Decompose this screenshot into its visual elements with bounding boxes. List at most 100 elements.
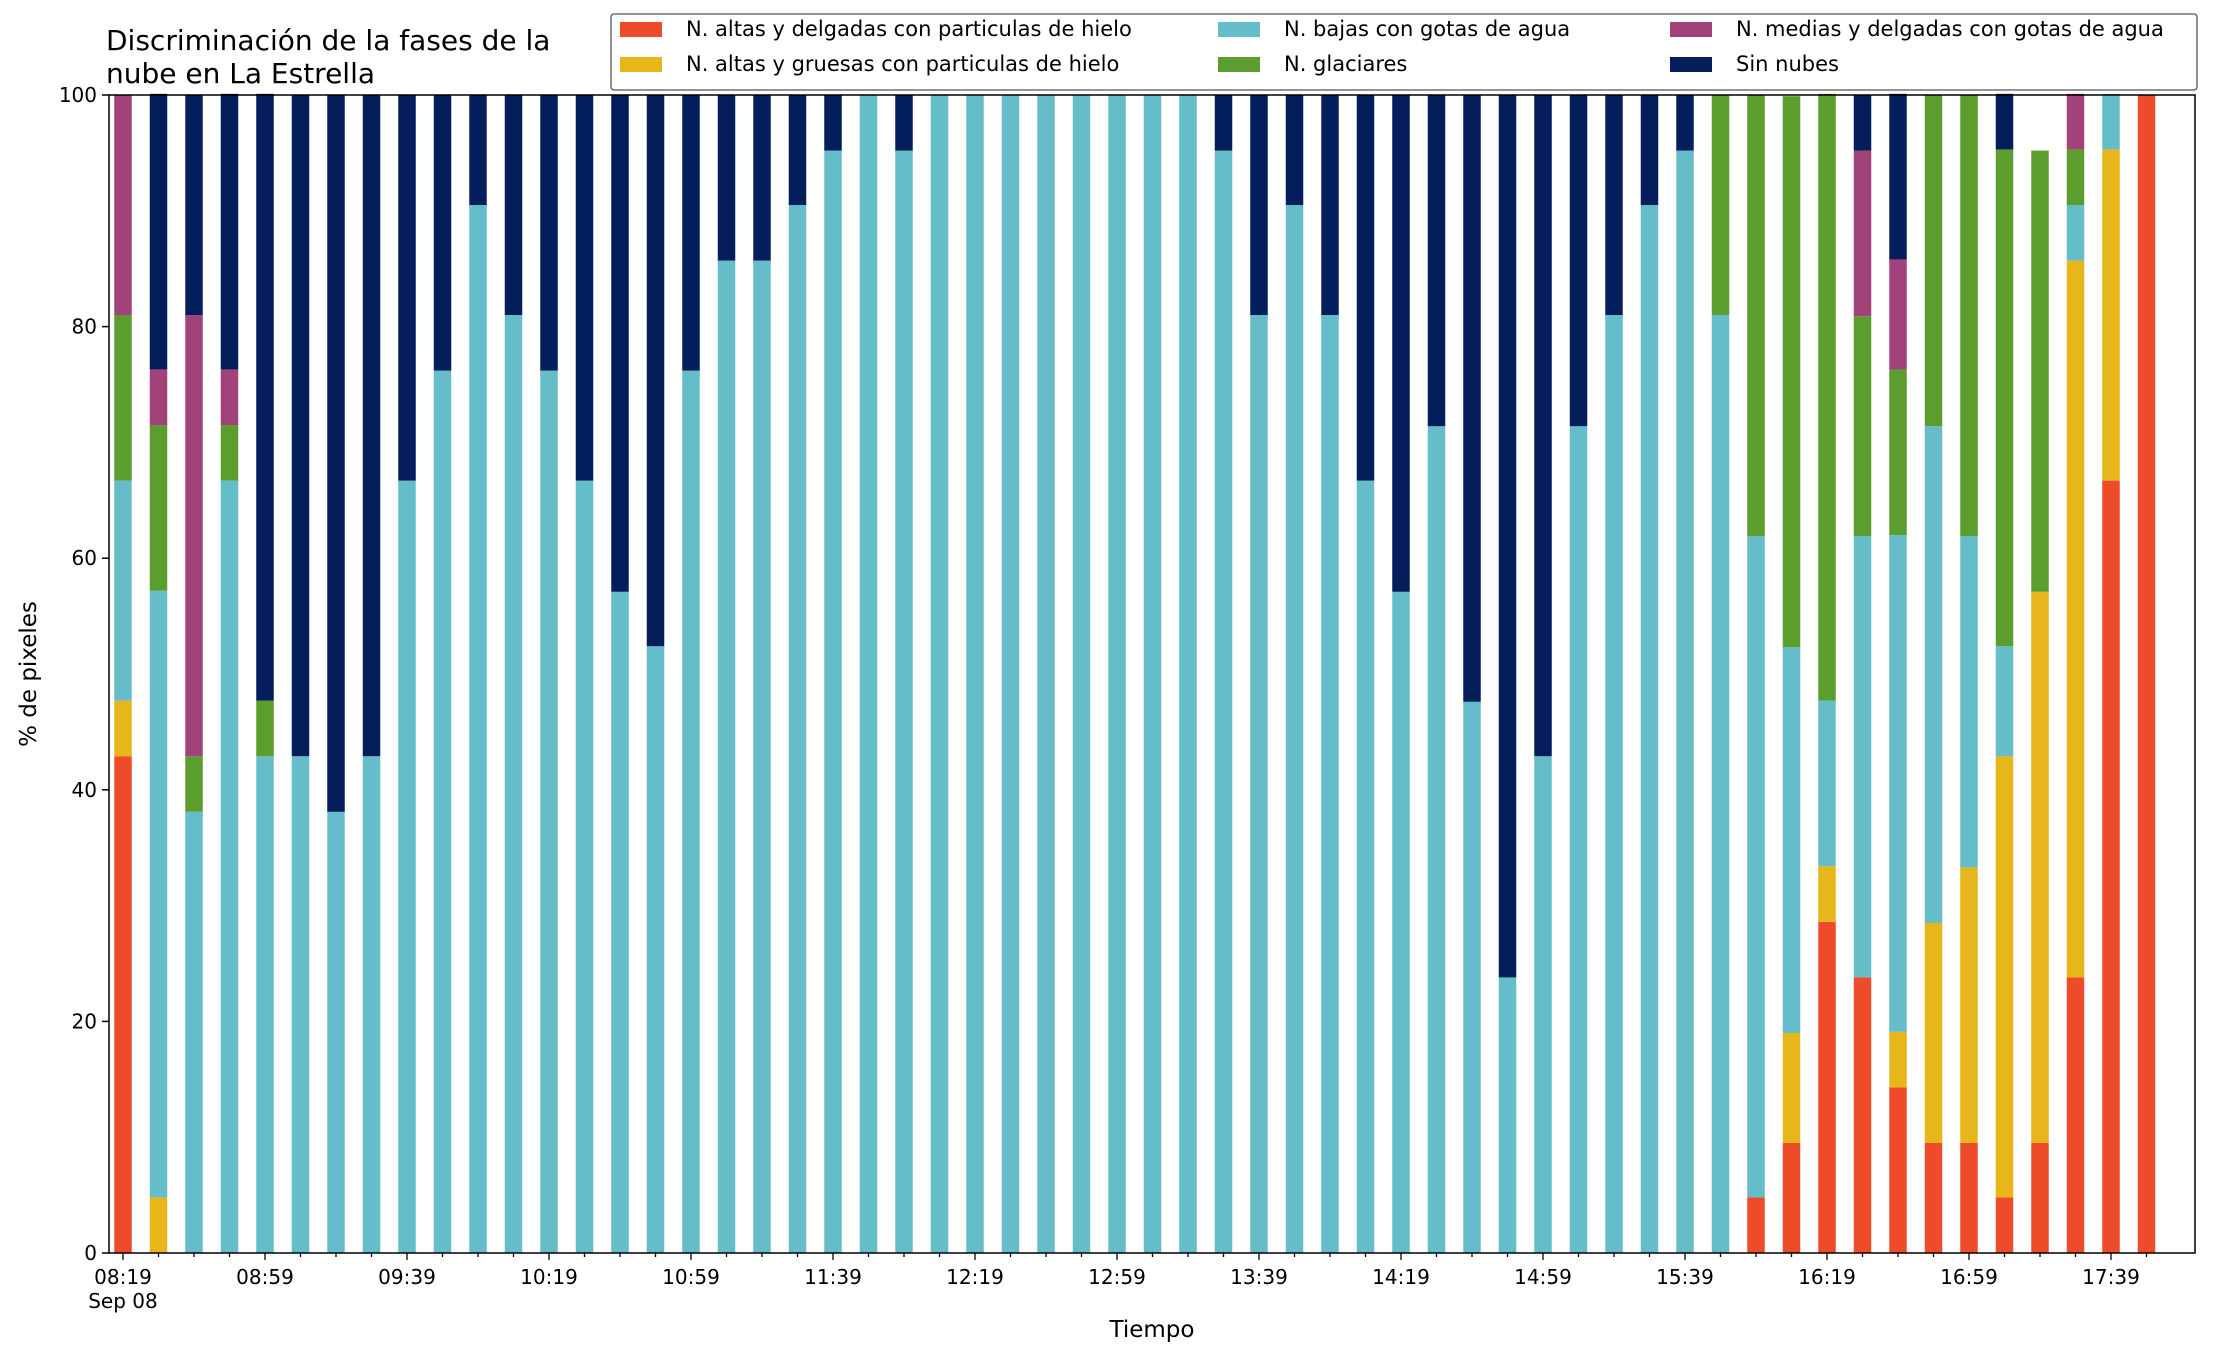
- x-tick-label: 14:59: [1514, 1265, 1572, 1289]
- legend-swatch: [1218, 57, 1260, 72]
- bar-segment-1229-s2: [1001, 95, 1020, 1253]
- bar-segment-0919-s2: [327, 811, 345, 1253]
- bar-segment-1659-s3: [1960, 95, 1978, 537]
- bar-segment-1509-s2: [1569, 426, 1588, 1253]
- bar-segment-1719-s0: [2031, 1142, 2049, 1253]
- x-tick-label: 11:39: [804, 1265, 862, 1289]
- bar-segment-1459-s5: [1534, 95, 1552, 757]
- bar-segment-1449-s2: [1498, 977, 1517, 1253]
- bar-segment-1009-s2: [504, 315, 523, 1253]
- bar-segment-1639-s5: [1889, 93, 1907, 260]
- legend-swatch: [620, 22, 662, 37]
- bar-segment-0939-s5: [398, 95, 416, 481]
- bar-segment-1109-s2: [717, 260, 736, 1254]
- legend-label: N. bajas con gotas de agua: [1284, 17, 1570, 41]
- bar-segment-1639-s0: [1889, 1087, 1907, 1253]
- bar-segment-0939-s2: [398, 480, 416, 1253]
- bar-segment-0829-s2: [149, 590, 168, 1198]
- x-tick-label: 16:59: [1940, 1265, 1998, 1289]
- bar-segment-0849-s5: [220, 93, 239, 370]
- bar-segment-1609-s1: [1782, 1032, 1801, 1143]
- legend-label: N. altas y gruesas con particulas de hie…: [686, 52, 1119, 76]
- bar-segment-1729-s4: [2066, 93, 2085, 150]
- y-tick-label: 0: [84, 1241, 97, 1265]
- bar-segment-0959-s2: [469, 205, 487, 1253]
- bar-segment-0819-s1: [114, 700, 132, 757]
- bar-segment-0909-s5: [291, 95, 310, 757]
- x-tick-label: 08:19: [94, 1265, 152, 1289]
- bar-segment-1109-s5: [717, 95, 736, 261]
- legend-swatch: [1670, 57, 1712, 72]
- bar-segment-1739-s2: [2102, 93, 2120, 150]
- bar-segment-1709-s1: [1995, 756, 2014, 1198]
- bar-segment-1709-s2: [1995, 646, 2014, 757]
- bar-segment-1509-s5: [1569, 95, 1588, 427]
- bar-segment-1609-s2: [1782, 647, 1801, 1033]
- x-tick-label: 16:19: [1798, 1265, 1856, 1289]
- bar-segment-1619-s1: [1818, 866, 1836, 922]
- bar-segment-1009-s5: [504, 95, 523, 316]
- x-tick-label: 09:39: [378, 1265, 436, 1289]
- y-axis-label: % de pixeles: [16, 601, 42, 747]
- bar-segment-1029-s5: [575, 95, 594, 481]
- bar-segment-1549-s2: [1711, 315, 1730, 1253]
- bar-segment-0829-s3: [149, 425, 168, 591]
- bar-segment-1639-s4: [1889, 259, 1907, 370]
- x-tick-label: 12:59: [1088, 1265, 1146, 1289]
- bar-segment-1239-s2: [1037, 95, 1055, 1253]
- legend-box: [610, 13, 2198, 91]
- bar-segment-1139-s2: [824, 150, 842, 1254]
- bar-segment-1059-s5: [682, 95, 700, 371]
- bar-segment-1419-s2: [1392, 591, 1410, 1253]
- bar-segment-1559-s0: [1747, 1197, 1765, 1253]
- bar-segment-1729-s2: [2066, 205, 2085, 261]
- bar-segment-1749-s0: [2137, 95, 2156, 1253]
- bar-segment-1609-s3: [1782, 96, 1801, 648]
- bar-segment-1129-s2: [788, 205, 807, 1253]
- x-tick-sublabel: Sep 08: [88, 1289, 158, 1313]
- bar-segment-1559-s2: [1747, 536, 1765, 1198]
- bar-segment-1029-s2: [575, 480, 594, 1253]
- bar-segment-1349-s2: [1285, 205, 1304, 1253]
- bar-segment-1719-s3: [2031, 150, 2049, 592]
- x-tick-label: 13:39: [1230, 1265, 1288, 1289]
- bar-segment-1729-s1: [2066, 260, 2085, 978]
- legend-label: N. medias y delgadas con gotas de agua: [1736, 17, 2164, 41]
- bar-segment-0909-s2: [291, 756, 310, 1253]
- bar-segment-1729-s3: [2066, 149, 2085, 206]
- bar-segment-0949-s5: [433, 95, 452, 371]
- y-tick-label: 80: [72, 315, 97, 339]
- bar-segment-1649-s2: [1924, 426, 1943, 923]
- bar-segment-1639-s2: [1889, 535, 1907, 1032]
- bar-segment-1019-s2: [540, 370, 558, 1254]
- bar-segment-1339-s5: [1250, 95, 1268, 316]
- bar-segment-1049-s2: [646, 646, 665, 1253]
- bar-segment-1559-s3: [1747, 95, 1765, 537]
- bar-segment-1439-s2: [1463, 701, 1481, 1253]
- bar-segment-1129-s5: [788, 95, 807, 206]
- bar-segment-1039-s5: [611, 95, 629, 592]
- bar-segment-1159-s2: [895, 150, 913, 1254]
- legend-swatch: [1670, 22, 1712, 37]
- x-tick-label: 08:59: [236, 1265, 294, 1289]
- bar-segment-1659-s2: [1960, 536, 1978, 868]
- x-tick-label: 10:19: [520, 1265, 578, 1289]
- bar-segment-1549-s3: [1711, 95, 1730, 316]
- legend-label: Sin nubes: [1736, 52, 1839, 76]
- bar-segment-0819-s0: [114, 756, 132, 1253]
- bar-segment-0839-s5: [185, 95, 203, 316]
- bar-segment-1449-s5: [1498, 95, 1517, 978]
- bar-segment-1249-s2: [1072, 95, 1091, 1253]
- bar-segment-1049-s5: [646, 95, 665, 647]
- bar-segment-1529-s5: [1640, 95, 1659, 206]
- bar-segment-1739-s1: [2102, 149, 2120, 481]
- bar-segment-1629-s2: [1853, 536, 1872, 978]
- bar-segment-0859-s5: [256, 93, 274, 701]
- bar-segment-1429-s5: [1427, 95, 1446, 427]
- bar-segment-0819-s4: [114, 95, 132, 316]
- bar-segment-0819-s3: [114, 315, 132, 481]
- bar-segment-0829-s1: [149, 1197, 168, 1253]
- bar-segment-1019-s5: [540, 95, 558, 371]
- bar-segment-0839-s4: [185, 315, 203, 757]
